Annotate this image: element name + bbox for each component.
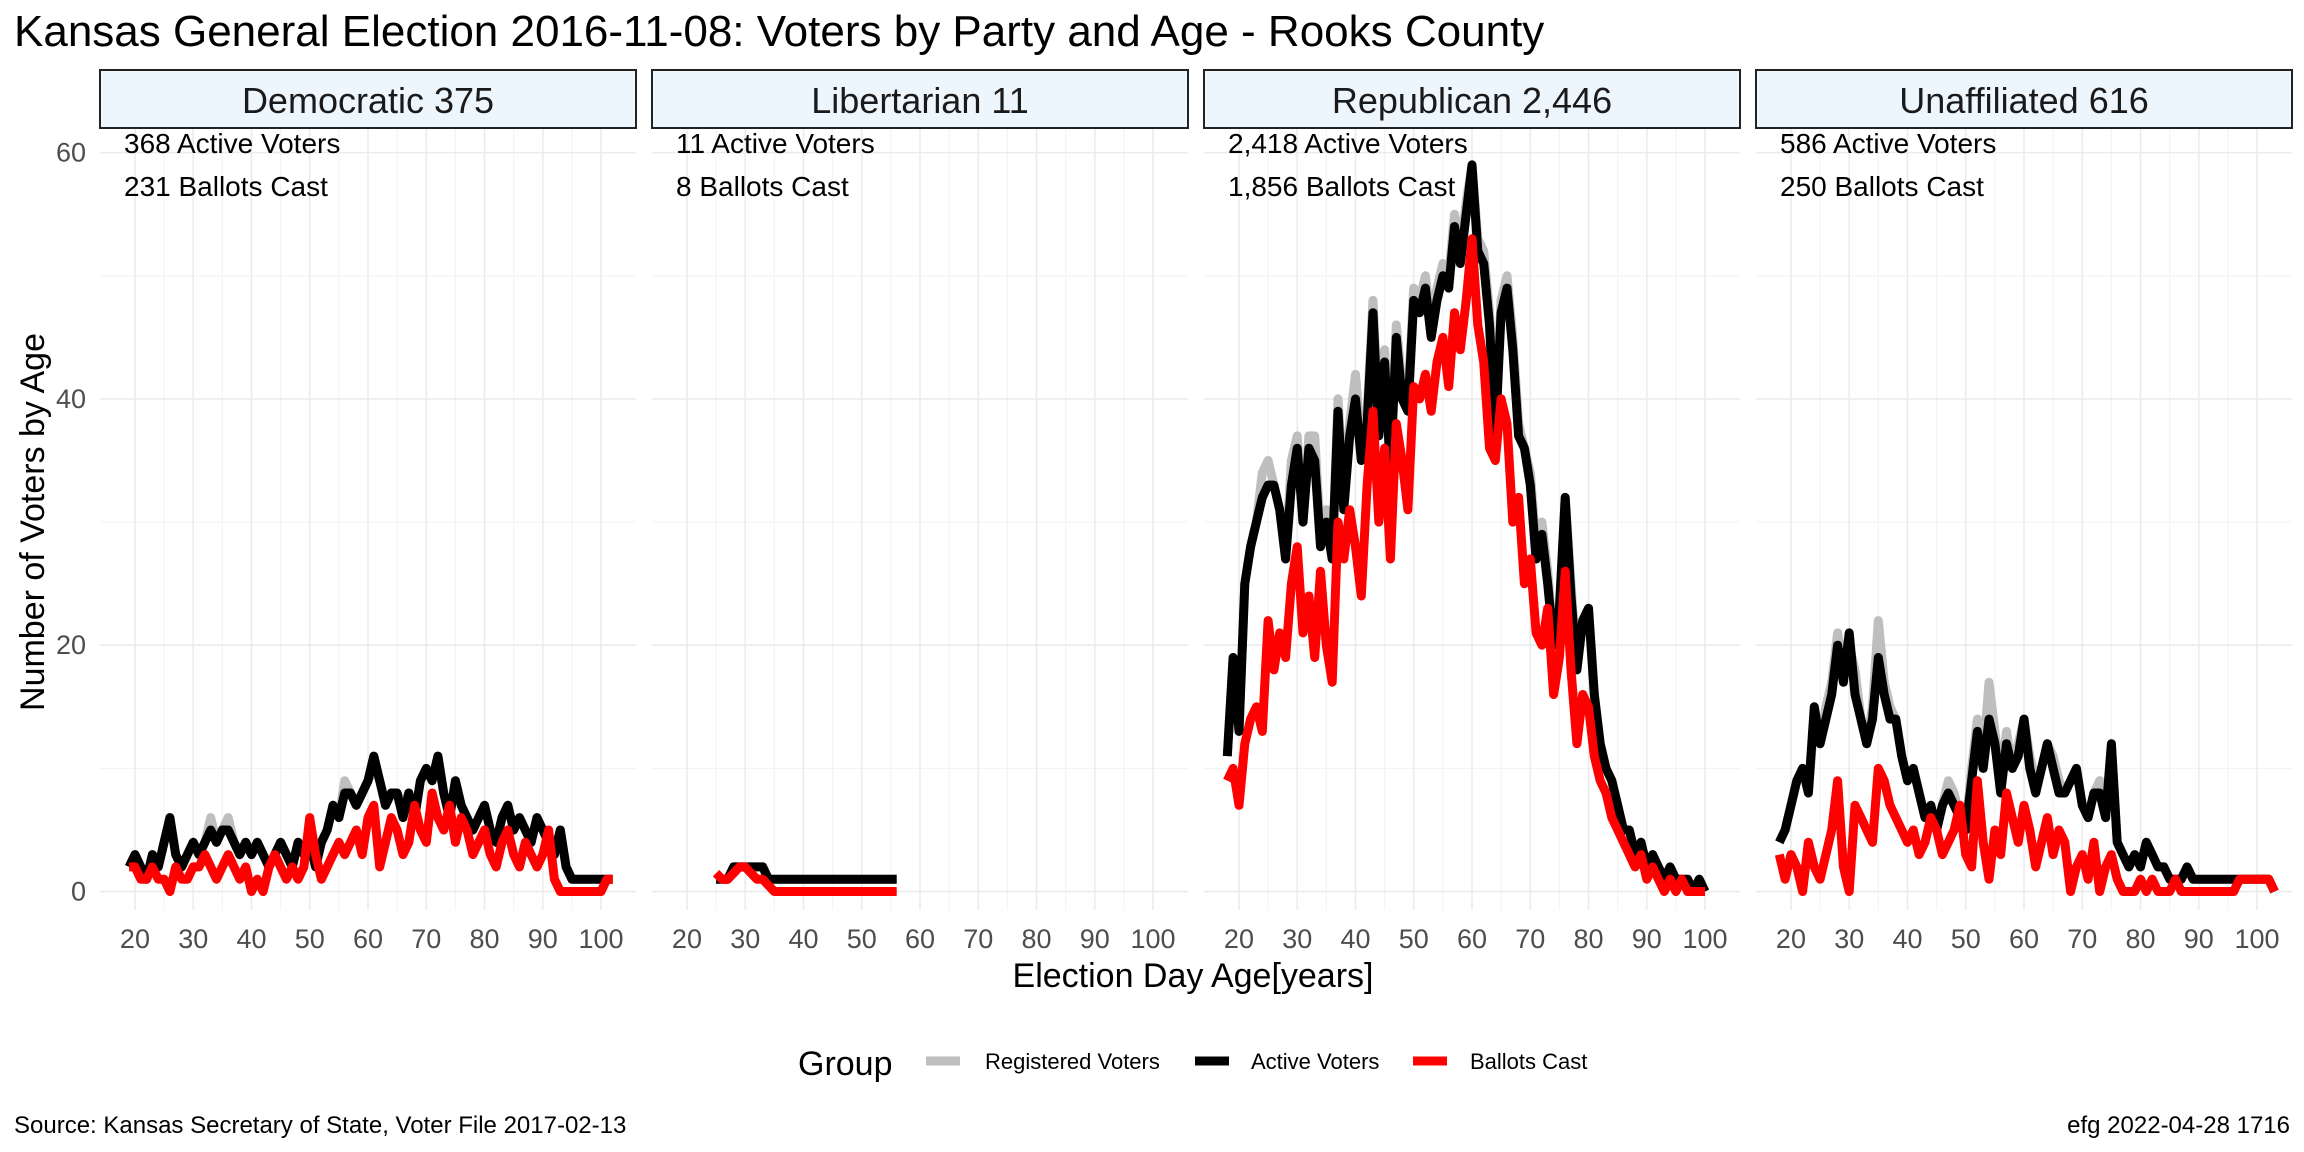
- y-tick-label: 20: [56, 630, 86, 660]
- x-tick-label: 90: [2184, 924, 2214, 954]
- x-tick-label: 20: [1224, 924, 1254, 954]
- legend-label-active: Active Voters: [1251, 1049, 1379, 1074]
- x-tick-label: 80: [2125, 924, 2155, 954]
- x-tick-label: 30: [1282, 924, 1312, 954]
- x-tick-label: 30: [1834, 924, 1864, 954]
- x-tick-label: 30: [730, 924, 760, 954]
- x-tick-label: 30: [178, 924, 208, 954]
- y-tick-label: 40: [56, 384, 86, 414]
- facet-strip: [1755, 69, 2293, 129]
- source-caption: Source: Kansas Secretary of State, Voter…: [14, 1112, 626, 1139]
- x-tick-label: 80: [1573, 924, 1603, 954]
- x-tick-label: 100: [2235, 924, 2280, 954]
- facet-strip-label: Libertarian 11: [811, 80, 1028, 121]
- x-tick-label: 70: [2067, 924, 2097, 954]
- y-tick-label: 60: [56, 138, 86, 168]
- facet-strip: [651, 69, 1189, 129]
- panel-4: Unaffiliated 616 586 Active Voters 250 Bal…: [1755, 69, 2293, 954]
- panel-annotation: 250 Ballots Cast: [1780, 171, 1984, 202]
- x-tick-label: 60: [1457, 924, 1487, 954]
- legend-label-ballots: Ballots Cast: [1470, 1049, 1587, 1074]
- x-tick-label: 60: [905, 924, 935, 954]
- timestamp-caption: efg 2022-04-28 1716: [2067, 1112, 2290, 1139]
- facet-strip: [1203, 69, 1741, 129]
- facet-strip-label: Democratic 375: [242, 80, 494, 121]
- chart-title: Kansas General Election 2016-11-08: Vote…: [14, 7, 1544, 56]
- panel-annotation: 11 Active Voters: [676, 128, 875, 159]
- x-tick-label: 40: [1340, 924, 1370, 954]
- facet-strip: [99, 69, 637, 129]
- series-line-ballots: [1774, 763, 2279, 896]
- x-tick-label: 20: [672, 924, 702, 954]
- series-line-active: [1222, 160, 1710, 896]
- x-tick-label: 80: [469, 924, 499, 954]
- facet-strip-label: Republican 2,446: [1332, 80, 1612, 121]
- x-tick-label: 90: [1080, 924, 1110, 954]
- x-tick-label: 80: [1021, 924, 1051, 954]
- x-tick-label: 20: [120, 924, 150, 954]
- panels: Democratic 375 368 Active Voters 231 Ballo…: [99, 69, 2293, 954]
- x-tick-label: 60: [353, 924, 383, 954]
- x-tick-label: 100: [579, 924, 624, 954]
- series-line-ballots: [129, 788, 613, 896]
- x-tick-label: 70: [1515, 924, 1545, 954]
- panel-2: Libertarian 11 11 Active Voters 8 Ballots …: [651, 69, 1189, 954]
- legend: Group Registered Voters Active Voters Ba…: [798, 1045, 1587, 1083]
- panel-annotation: 586 Active Voters: [1780, 128, 1996, 159]
- panel-annotation: 368 Active Voters: [124, 128, 340, 159]
- x-tick-label: 60: [2009, 924, 2039, 954]
- x-tick-label: 40: [1892, 924, 1922, 954]
- series-line-ballots: [1223, 234, 1705, 896]
- x-tick-label: 100: [1683, 924, 1728, 954]
- panel-annotation: 2,418 Active Voters: [1228, 128, 1468, 159]
- panel-annotation: 8 Ballots Cast: [676, 171, 849, 202]
- y-axis-tick-labels: 0 20 40 60: [56, 138, 86, 907]
- series-line-ballots: [712, 862, 897, 896]
- x-tick-label: 100: [1131, 924, 1176, 954]
- x-tick-label: 40: [236, 924, 266, 954]
- x-tick-label: 40: [788, 924, 818, 954]
- x-tick-label: 20: [1776, 924, 1806, 954]
- x-tick-label: 90: [1632, 924, 1662, 954]
- x-tick-label: 50: [1399, 924, 1429, 954]
- panel-annotation: 1,856 Ballots Cast: [1228, 171, 1455, 202]
- x-tick-label: 90: [528, 924, 558, 954]
- y-tick-label: 0: [71, 877, 86, 907]
- x-tick-label: 50: [295, 924, 325, 954]
- x-tick-label: 50: [847, 924, 877, 954]
- panel-1: Democratic 375 368 Active Voters 231 Ballo…: [99, 69, 637, 954]
- series-line-active: [1775, 628, 2279, 894]
- series-line-active: [125, 751, 613, 884]
- x-tick-label: 70: [963, 924, 993, 954]
- x-tick-label: 70: [411, 924, 441, 954]
- facet-strip-label: Unaffiliated 616: [1899, 80, 2149, 121]
- legend-title: Group: [798, 1045, 893, 1083]
- panel-annotation: 231 Ballots Cast: [124, 171, 328, 202]
- y-axis-title: Number of Voters by Age: [14, 333, 52, 711]
- x-tick-label: 50: [1951, 924, 1981, 954]
- legend-label-registered: Registered Voters: [985, 1049, 1160, 1074]
- x-axis-title: Election Day Age[years]: [1013, 957, 1374, 995]
- panel-3: Republican 2,446 2,418 Active Voters 1,856…: [1203, 69, 1741, 954]
